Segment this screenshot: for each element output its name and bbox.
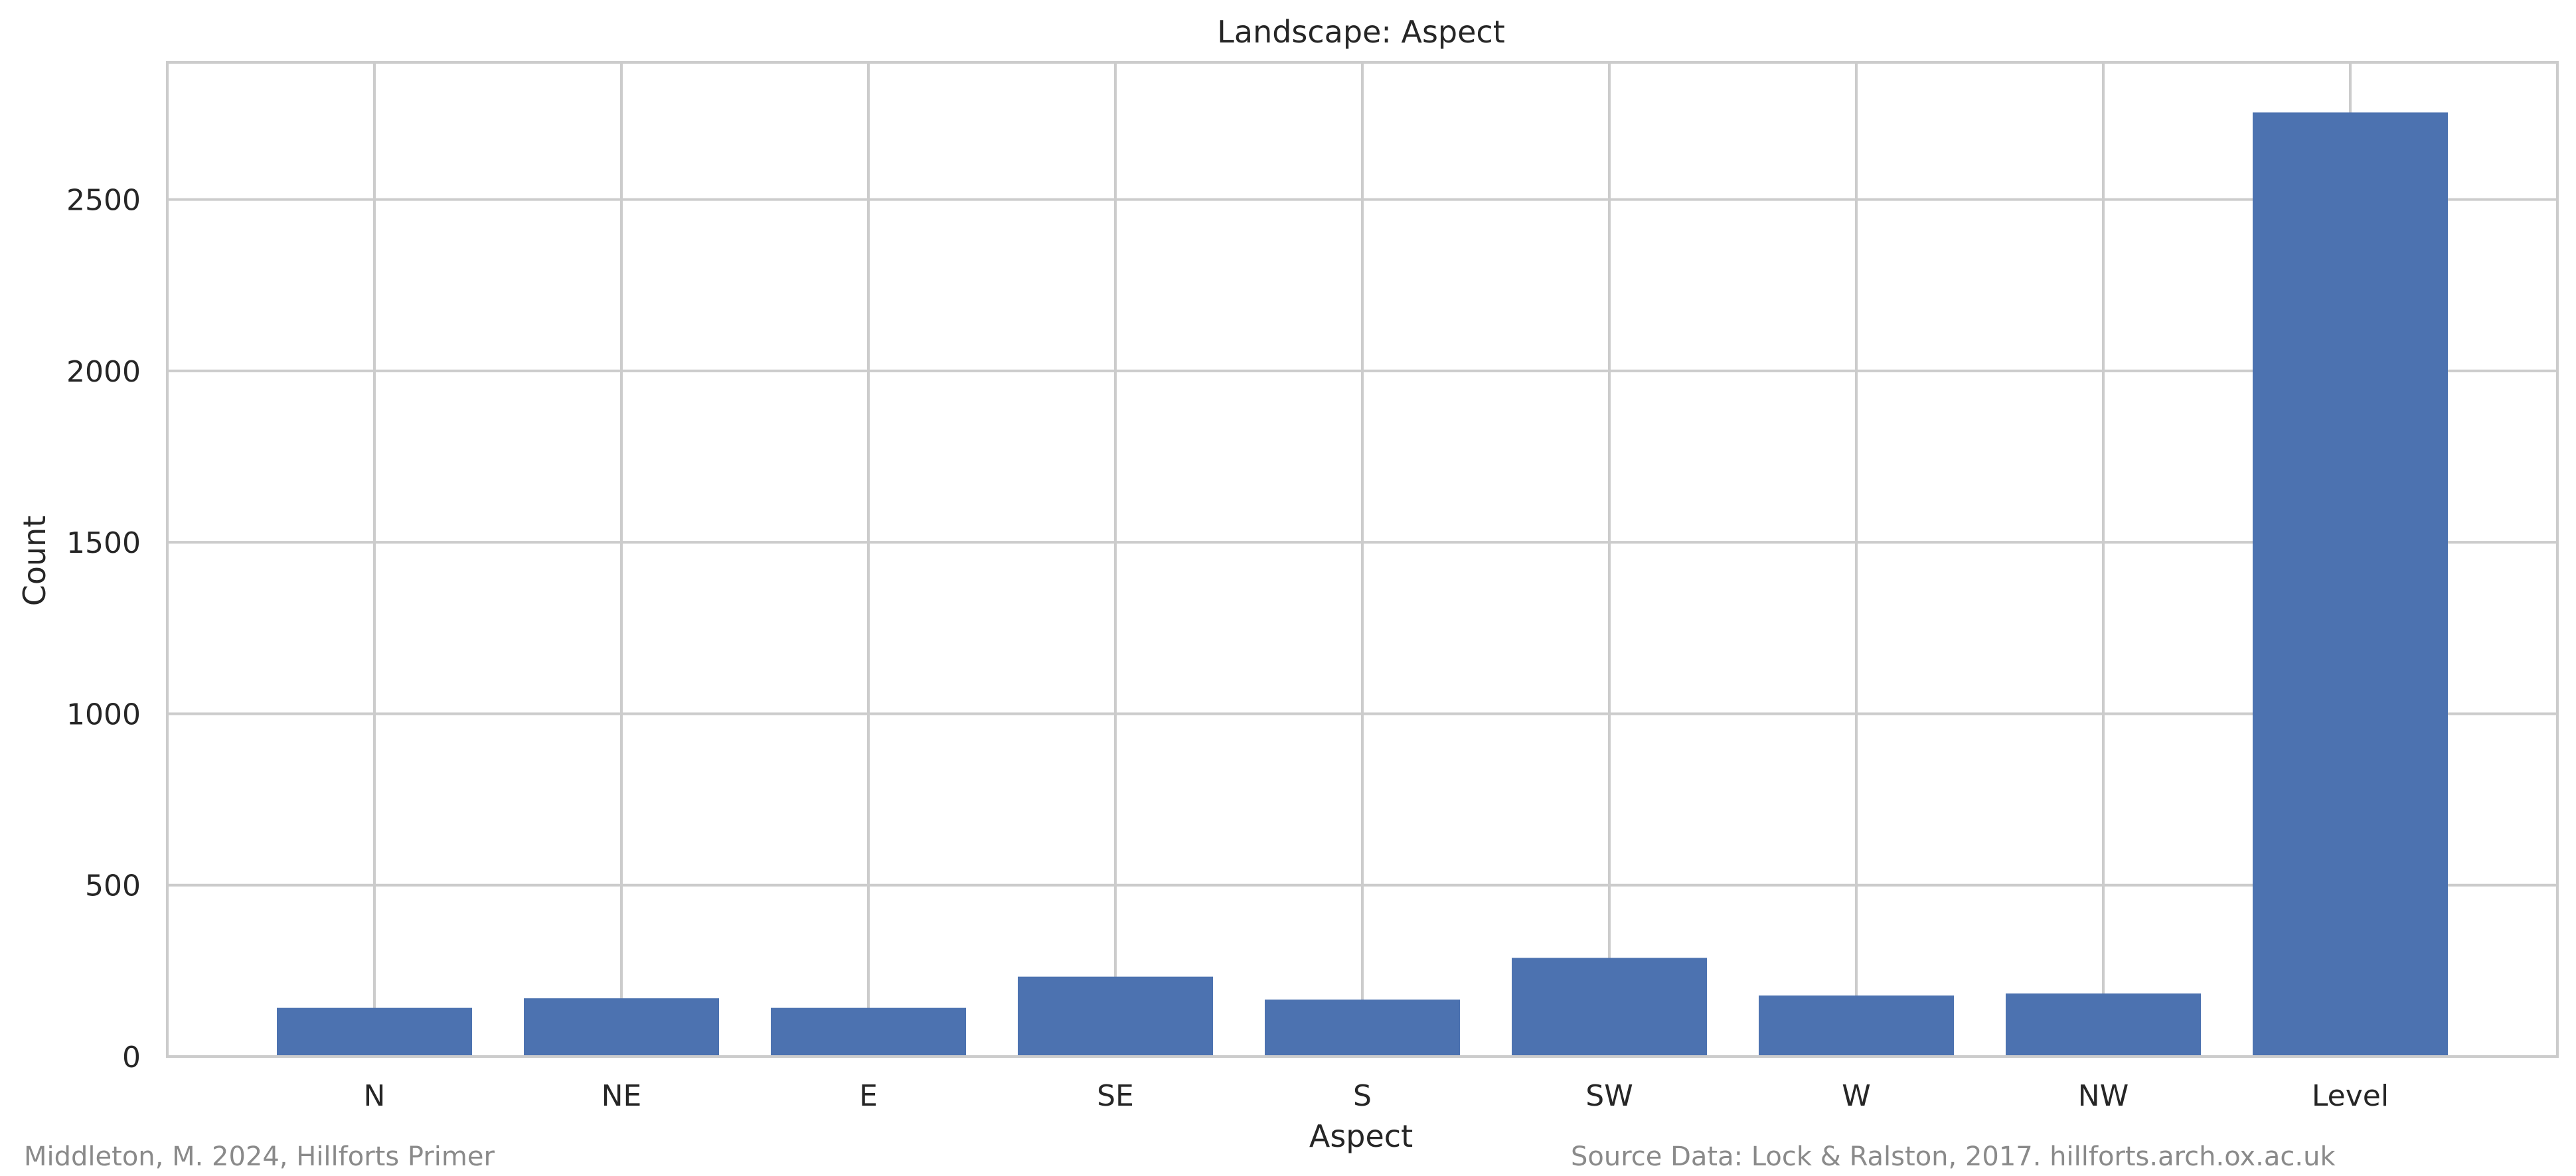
bar-n (277, 1007, 472, 1057)
x-tick-label: SE (1097, 1079, 1134, 1113)
bar-se (1018, 976, 1213, 1057)
x-tick-label: E (859, 1079, 878, 1113)
bar-ne (524, 998, 719, 1057)
x-tick-label: Level (2312, 1079, 2389, 1113)
y-tick-label: 2500 (66, 184, 141, 218)
plot-frame (166, 61, 2559, 1058)
y-tick-label: 0 (122, 1041, 141, 1074)
source-credit: Source Data: Lock & Ralston, 2017. hillf… (1571, 1141, 2336, 1172)
grid (167, 62, 2557, 1058)
y-tick-label: 1500 (66, 526, 141, 560)
x-tick-label: N (364, 1079, 386, 1113)
tick-labels: 0 500 1000 1500 2000 2500 N NE E SE S SW W NW Level (66, 184, 2389, 1113)
bar-nw (2006, 993, 2201, 1057)
x-tick-label: W (1842, 1079, 1871, 1113)
bars (277, 112, 2448, 1057)
x-tick-label: SW (1585, 1079, 1633, 1113)
y-axis-label: Count (17, 516, 52, 607)
bar-w (1759, 995, 1954, 1057)
bar-sw (1512, 958, 1707, 1057)
bar-s (1265, 999, 1460, 1057)
bar-level (2253, 112, 2448, 1057)
x-axis-label: Aspect (1309, 1118, 1413, 1154)
author-credit: Middleton, M. 2024, Hillforts Primer (24, 1141, 495, 1172)
chart-title: Landscape: Aspect (1217, 14, 1505, 50)
y-tick-label: 1000 (66, 698, 141, 731)
bar-e (771, 1007, 966, 1057)
y-tick-label: 2000 (66, 355, 141, 389)
x-tick-label: NE (602, 1079, 642, 1113)
y-tick-label: 500 (85, 869, 141, 903)
x-tick-label: NW (2078, 1079, 2129, 1113)
x-tick-label: S (1353, 1079, 1372, 1113)
